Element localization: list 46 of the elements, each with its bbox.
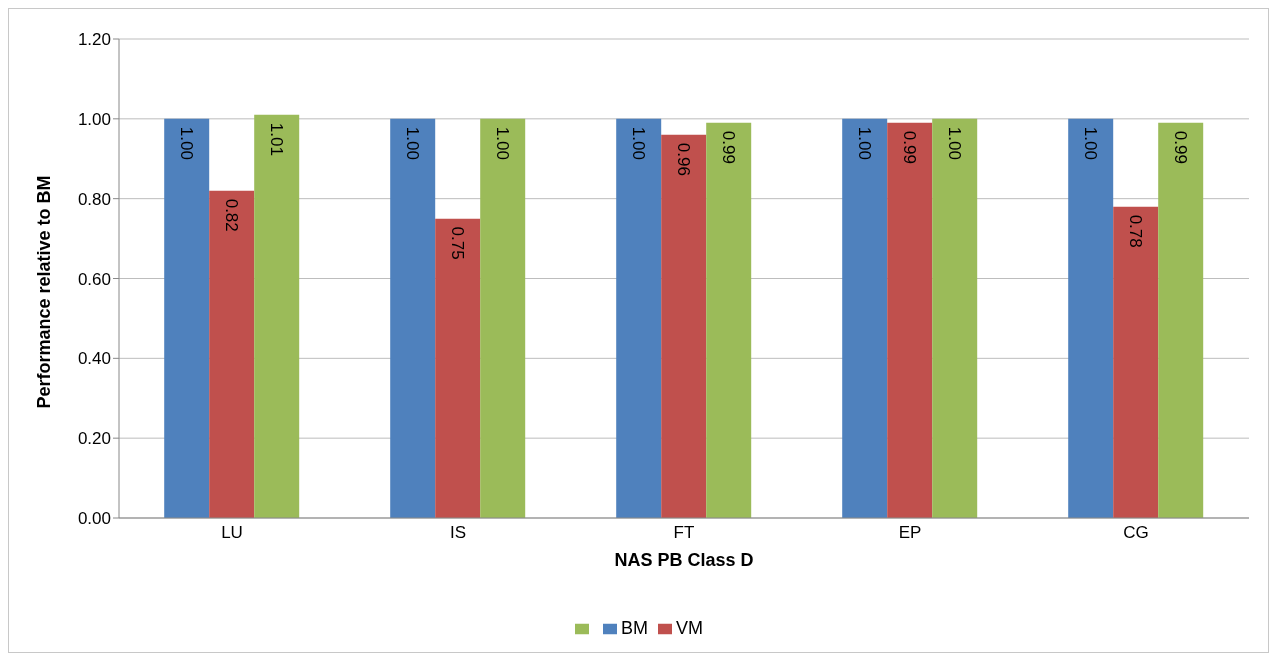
data-label: 1.00 [1081, 126, 1101, 160]
y-tick-label: 0.00 [77, 509, 111, 529]
data-label: 0.78 [1126, 214, 1146, 248]
x-tick-label: IS [449, 523, 467, 543]
data-label: 0.96 [674, 142, 694, 176]
bar [1158, 122, 1204, 518]
bar [1068, 118, 1114, 518]
bar [435, 218, 481, 518]
bar [480, 118, 526, 518]
bar [887, 122, 933, 518]
bar [254, 114, 300, 518]
data-label: 1.00 [855, 126, 875, 160]
data-label: 0.99 [719, 130, 739, 164]
bar [616, 118, 662, 518]
data-label: 1.00 [945, 126, 965, 160]
data-label: 0.82 [222, 198, 242, 232]
data-label: 1.01 [267, 122, 287, 156]
data-label: 0.99 [900, 130, 920, 164]
data-label: 1.00 [629, 126, 649, 160]
bar [164, 118, 210, 518]
y-tick-label: 0.60 [77, 269, 111, 289]
data-label: 1.00 [493, 126, 513, 160]
data-label: 0.99 [1171, 130, 1191, 164]
data-label: 1.00 [177, 126, 197, 160]
y-tick-label: 0.80 [77, 189, 111, 209]
x-tick-label: EP [898, 523, 922, 543]
legend-label: VM [676, 618, 703, 638]
bar [706, 122, 752, 518]
data-label: 1.00 [403, 126, 423, 160]
y-tick-label: 0.20 [77, 429, 111, 449]
x-axis-title: NAS PB Class D [614, 550, 754, 570]
x-tick-label: CG [1123, 523, 1149, 543]
data-label: 0.75 [448, 226, 468, 260]
bar [661, 134, 707, 518]
bar [390, 118, 436, 518]
bar [1113, 206, 1159, 518]
legend-label: BM [621, 618, 648, 638]
y-tick-label: 1.00 [77, 109, 111, 129]
bar [209, 190, 255, 518]
x-tick-label: LU [221, 523, 243, 543]
y-tick-label: 0.40 [77, 349, 111, 369]
bar [842, 118, 888, 518]
x-tick-label: FT [673, 523, 695, 543]
bar [932, 118, 978, 518]
y-axis-title: Performance relative to BM [34, 175, 55, 409]
y-tick-label: 1.20 [77, 30, 111, 50]
